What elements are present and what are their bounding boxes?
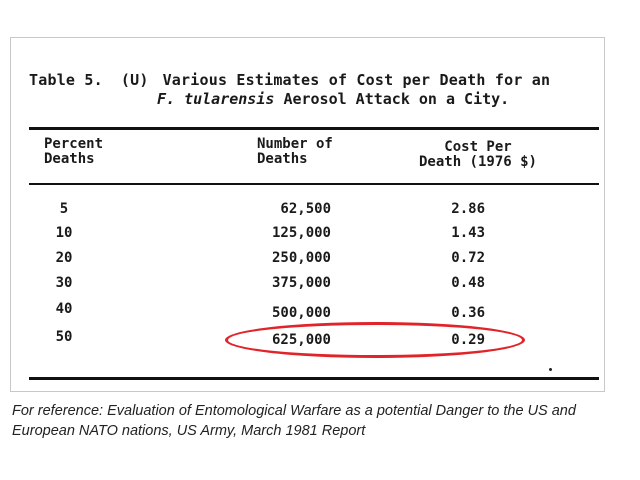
percent-cell: 20 (55, 250, 73, 266)
deaths-cell: 125,000 (271, 225, 331, 241)
red-highlight-ellipse (225, 322, 525, 358)
deaths-cell: 250,000 (271, 250, 331, 266)
header-percent-deaths: Percent Deaths (44, 136, 104, 167)
header-rule (29, 183, 599, 185)
species-name: F. tularensis (157, 90, 275, 108)
table-title-text: Various Estimates of Cost per Death for … (162, 71, 551, 89)
header-number-of-deaths: Number of Deaths (257, 136, 333, 167)
reference-caption: For reference: Evaluation of Entomologic… (12, 401, 634, 441)
caption-line1: For reference: Evaluation of Entomologic… (12, 403, 576, 419)
caption-line2: European NATO nations, US Army, March 19… (12, 423, 366, 439)
percent-cell: 5 (59, 201, 69, 217)
deaths-cell: 375,000 (271, 275, 331, 291)
cost-cell: 0.72 (451, 250, 485, 266)
deaths-cell: 500,000 (271, 305, 331, 321)
table-title-line1: Table 5. (U) Various Estimates of Cost per… (29, 71, 550, 89)
cost-cell: 0.48 (451, 275, 485, 291)
cost-cell: 1.43 (451, 225, 485, 241)
deaths-cell: 62,500 (280, 201, 331, 217)
percent-cell: 10 (55, 225, 73, 241)
header-cost-per-death: Cost Per Death (1976 $) (418, 139, 537, 170)
percent-cell: 50 (55, 329, 73, 345)
table-title-line2: F. tularensis Aerosol Attack on a City. (157, 90, 509, 108)
table-title-rest: Aerosol Attack on a City. (283, 90, 510, 108)
bottom-rule (29, 377, 599, 380)
percent-cell: 40 (55, 301, 73, 317)
cost-cell: 2.86 (451, 201, 485, 217)
table-label: Table 5. (29, 71, 103, 89)
table-5: Table 5. (U) Various Estimates of Cost per… (11, 38, 604, 391)
classification-marking: (U) (120, 71, 149, 89)
percent-cell: 30 (55, 275, 73, 291)
scanned-document: Table 5. (U) Various Estimates of Cost per… (10, 37, 605, 392)
cost-cell: 0.36 (451, 305, 485, 321)
top-rule (29, 127, 599, 130)
scan-speck (549, 368, 552, 371)
